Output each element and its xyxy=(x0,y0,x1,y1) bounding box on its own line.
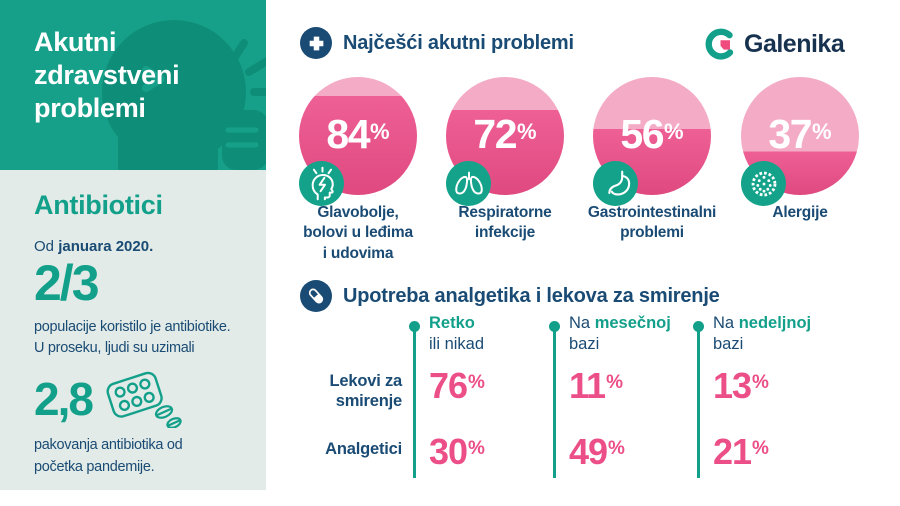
column-line xyxy=(697,326,700,478)
since-date: januara 2020. xyxy=(58,238,154,255)
capsule-icon xyxy=(300,280,332,312)
percent-circle: 56% xyxy=(593,77,711,206)
usage-section-title: Upotreba analgetika i lekova za smirenje xyxy=(343,284,720,307)
column-header-rarely: Retko ili nikad xyxy=(429,313,484,356)
percent-sign: % xyxy=(664,119,684,144)
problem-item-allergies: 37% Alergije xyxy=(726,77,874,223)
percent-value: 84% xyxy=(299,77,417,195)
fraction-stat: 2/3 xyxy=(34,255,100,311)
percent-sign: % xyxy=(608,438,625,459)
antibiotics-heading: Antibiotici xyxy=(34,190,163,220)
column-header-rest: ili nikad xyxy=(429,335,485,354)
table-cell: 21% xyxy=(713,431,769,473)
pills-blister-icon xyxy=(106,371,182,428)
cell-number: 76 xyxy=(429,365,468,406)
percent-sign: % xyxy=(606,372,623,393)
antibiotics-panel: Antibiotici Od januara 2020. 2/3 populac… xyxy=(0,170,266,490)
problems-section-title: Najčešći akutni problemi xyxy=(343,31,574,54)
table-cell: 30% xyxy=(429,431,485,473)
cell-number: 21 xyxy=(713,431,752,472)
cell-number: 13 xyxy=(713,365,752,406)
galenika-logo: Galenika xyxy=(702,27,845,61)
percent-value: 56% xyxy=(593,77,711,195)
cell-number: 30 xyxy=(429,431,468,472)
percent-number: 84 xyxy=(326,110,370,157)
problem-label: Respiratorne infekcije xyxy=(458,204,552,242)
stomach-icon xyxy=(593,161,638,206)
galenika-logo-mark-icon xyxy=(705,28,734,60)
packs-stat: 2,8 xyxy=(34,373,94,425)
allergen-icon xyxy=(741,161,786,206)
problem-label: Glavobolje, bolovi u leđima i udovima xyxy=(303,204,413,262)
column-header-prefix: Na xyxy=(713,314,739,332)
table-cell: 11% xyxy=(569,365,623,407)
column-header-accent: nedeljnoj xyxy=(738,314,812,332)
packs-caption: pakovanja antibiotika od početka pandemi… xyxy=(34,437,183,475)
percent-circle: 84% xyxy=(299,77,417,206)
percent-sign: % xyxy=(812,119,832,144)
usage-section-header: Upotreba analgetika i lekova za smirenje xyxy=(300,280,720,312)
since-text: Od januara 2020. xyxy=(34,238,256,255)
column-header-rest: bazi xyxy=(569,335,600,354)
lungs-icon xyxy=(446,161,491,206)
headache-silhouette-icon xyxy=(102,20,266,170)
sidebar-header: Akutni zdravstveni problemi xyxy=(0,0,266,170)
percent-sign: % xyxy=(752,438,769,459)
percent-sign: % xyxy=(468,372,485,393)
percent-number: 37 xyxy=(768,110,812,157)
usage-table: Retko ili nikad Na mesečnoj bazi Na nede… xyxy=(300,312,890,487)
fraction-caption: populacije koristilo je antibiotike. U p… xyxy=(34,318,231,357)
table-cell: 13% xyxy=(713,365,769,407)
percent-circle: 72% xyxy=(446,77,564,206)
table-cell: 49% xyxy=(569,431,625,473)
percent-sign: % xyxy=(468,438,485,459)
percent-circle: 37% xyxy=(741,77,859,206)
percent-value: 72% xyxy=(446,77,564,195)
problem-item-respiratory: 72% Respiratorne infekcije xyxy=(431,77,579,244)
percent-sign: % xyxy=(370,119,390,144)
percent-number: 72 xyxy=(473,110,517,157)
headache-icon xyxy=(299,161,344,206)
column-line xyxy=(553,326,556,478)
percent-value: 37% xyxy=(741,77,859,195)
problem-item-gastro: 56% Gastrointestinalni problemi xyxy=(578,77,726,244)
row-label-analgesics: Analgetici xyxy=(325,440,402,458)
row-label-sedatives: Lekovi za smirenje xyxy=(329,372,403,410)
cell-number: 49 xyxy=(569,431,608,472)
percent-sign: % xyxy=(752,372,769,393)
column-header-monthly: Na mesečnoj bazi xyxy=(569,313,671,356)
since-prefix: Od xyxy=(34,238,59,255)
column-header-accent: mesečnoj xyxy=(594,314,671,332)
galenika-logo-text: Galenika xyxy=(744,29,845,58)
cell-number: 11 xyxy=(569,365,606,406)
column-header-accent: Retko xyxy=(429,314,475,332)
packs-stat-row: 2,8 xyxy=(34,370,256,428)
medical-cross-icon xyxy=(300,27,332,59)
problem-label: Gastrointestinalni problemi xyxy=(587,204,717,242)
percent-sign: % xyxy=(517,119,537,144)
table-cell: 76% xyxy=(429,365,485,407)
column-line xyxy=(413,326,416,478)
problem-item-headaches: 84% Glavobolje, bolovi u leđima i udovim… xyxy=(284,77,432,264)
problem-label: Alergije xyxy=(772,204,828,221)
column-header-weekly: Na nedeljnoj bazi xyxy=(713,313,811,356)
percent-number: 56 xyxy=(620,110,664,157)
column-header-prefix: Na xyxy=(569,314,595,332)
page-title: Akutni zdravstveni problemi xyxy=(34,27,180,123)
column-header-rest: bazi xyxy=(713,335,744,354)
problems-section-header: Najčešći akutni problemi xyxy=(300,27,574,59)
